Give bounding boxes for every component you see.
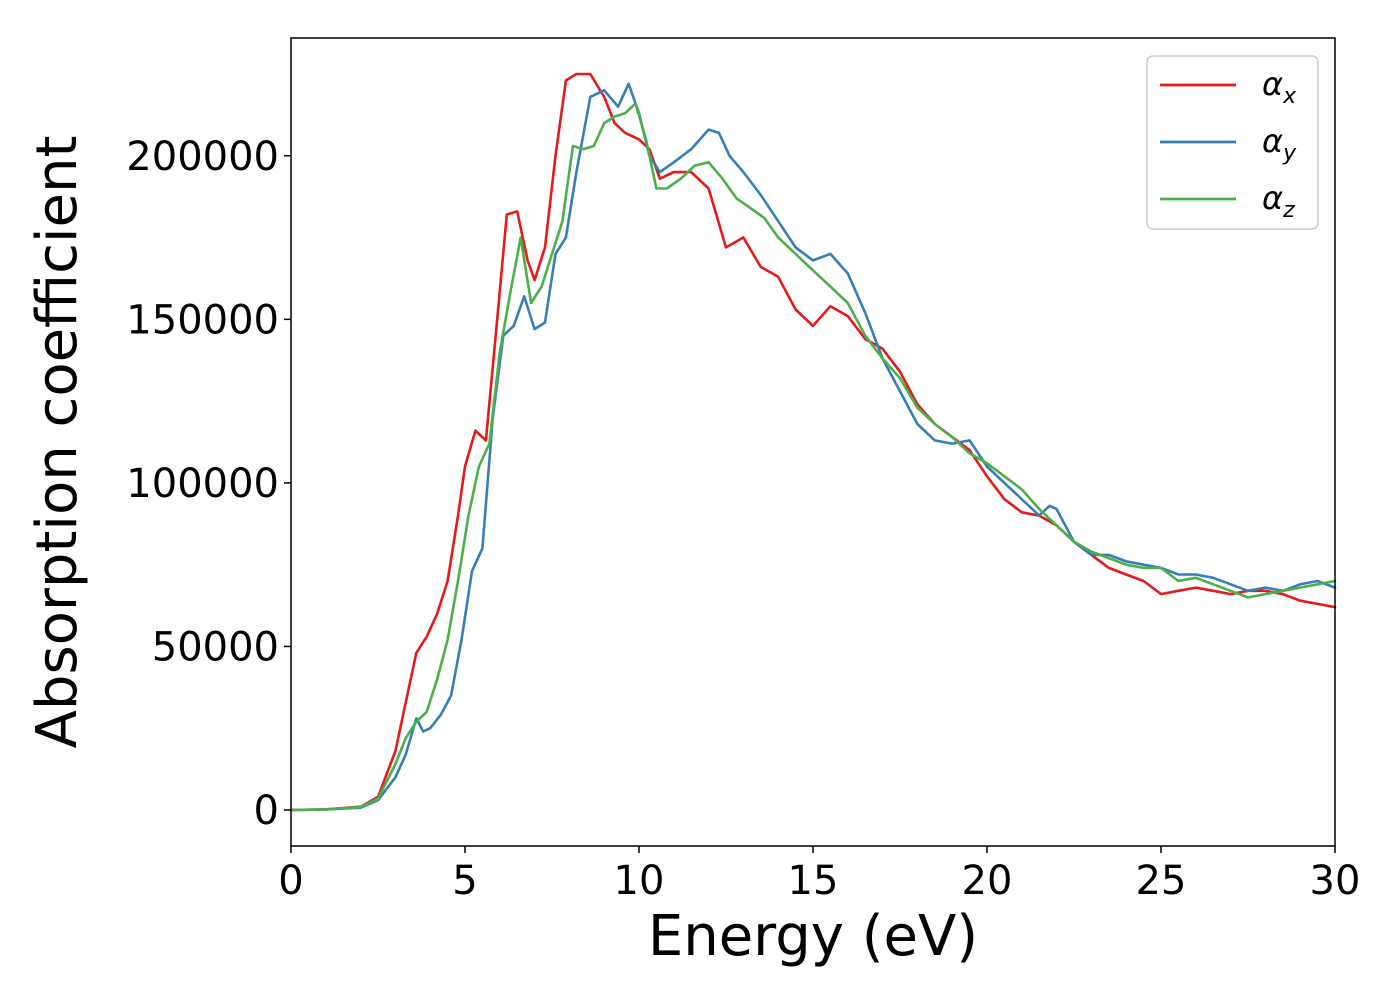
y-tick-label: 50000: [152, 624, 279, 670]
x-tick-label: 0: [278, 858, 303, 904]
series-line-x: [289, 72, 1337, 812]
legend: αx αy αz: [1146, 55, 1319, 230]
x-tick-label: 5: [452, 858, 477, 904]
legend-label-y: αy: [1262, 122, 1297, 166]
x-tick-label: 25: [1136, 858, 1187, 904]
legend-label-x: αx: [1262, 65, 1297, 109]
y-axis-label: Absorption coefficient: [25, 136, 90, 749]
y-axis-ticks: 0 50000 100000 150000 200000: [126, 134, 291, 834]
series-line-y: [289, 82, 1337, 812]
x-tick-label: 15: [788, 858, 839, 904]
x-tick-label: 20: [962, 858, 1013, 904]
x-tick-label: 10: [614, 858, 665, 904]
y-tick-label: 200000: [126, 134, 279, 180]
y-tick-label: 0: [254, 788, 279, 834]
y-tick-label: 100000: [126, 461, 279, 507]
x-tick-label: 30: [1310, 858, 1361, 904]
x-axis-ticks: 0 5 10 15 20 25 30: [278, 846, 1360, 904]
series-line-z: [289, 102, 1337, 812]
x-axis-label: Energy (eV): [648, 904, 978, 969]
y-tick-label: 150000: [126, 297, 279, 343]
plot-lines: [289, 72, 1337, 812]
legend-label-z: αz: [1262, 179, 1295, 223]
